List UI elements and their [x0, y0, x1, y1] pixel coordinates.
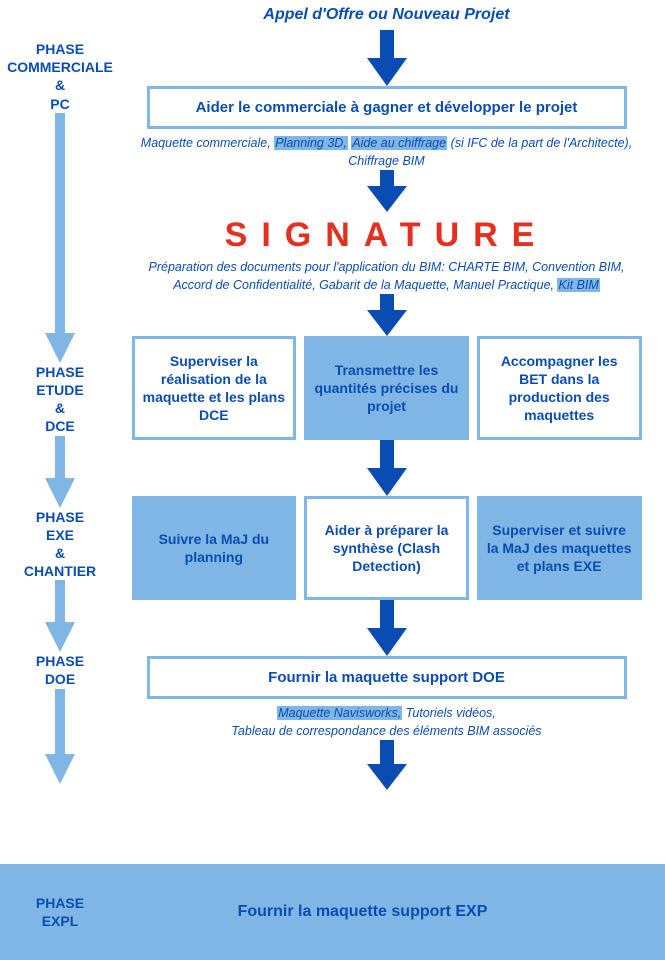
note-signature: Préparation des documents pour l'applica…	[137, 259, 637, 294]
top-title: Appel d'Offre ou Nouveau Projet	[263, 6, 509, 24]
note-highlight: Aide au chiffrage	[351, 136, 447, 150]
box-exe-suivre: Suivre la MaJ du planning	[132, 496, 297, 600]
box-commerciale: Aider le commerciale à gagner et dévelop…	[147, 86, 627, 129]
phase-text: &	[55, 77, 65, 93]
phase-expl: PHASE EXPL	[0, 894, 120, 930]
box-etude-transmettre: Transmettre les quantités précises du pr…	[304, 336, 469, 440]
flow-arrow-icon	[367, 440, 407, 496]
phase-text: PHASE	[36, 895, 84, 911]
phase-commerciale: PHASE COMMERCIALE & PC	[7, 40, 113, 113]
box-exe-superviser: Superviser et suivre la MaJ des maquette…	[477, 496, 642, 600]
flow-arrow-icon	[367, 294, 407, 336]
note-highlight: Maquette Navisworks,	[277, 706, 402, 720]
phase-text: EXE	[46, 527, 74, 543]
note-highlight: Planning 3D,	[274, 136, 348, 150]
note-text: Préparation des documents pour l'applica…	[149, 260, 625, 274]
note-text: (si IFC de la part de l'Architecte),	[451, 136, 633, 150]
phase-arrow-icon	[45, 436, 75, 508]
phase-doe: PHASE DOE	[36, 652, 84, 688]
phase-exe: PHASE EXE & CHANTIER	[24, 508, 96, 581]
box-expl: Fournir la maquette support EXP	[238, 903, 488, 921]
phase-etude: PHASE ETUDE & DCE	[36, 363, 84, 436]
phase-text: PHASE	[36, 364, 84, 380]
note-text: Accord de Confidentialité, Gabarit de la…	[173, 278, 554, 292]
phase-text: PHASE	[36, 41, 84, 57]
flow-arrow-icon	[367, 30, 407, 86]
flow-arrow-icon	[367, 740, 407, 790]
note-highlight: Kit BIM	[557, 278, 599, 292]
note-doe: Maquette Navisworks, Tutoriels vidéos, T…	[137, 705, 637, 740]
phase-arrow-icon	[45, 113, 75, 363]
phase-text: EXPL	[42, 913, 79, 929]
flow-arrow-icon	[367, 600, 407, 656]
note-commerciale: Maquette commerciale, Planning 3D, Aide …	[137, 135, 637, 170]
band-expl: PHASE EXPL Fournir la maquette support E…	[0, 864, 665, 960]
flow-column: Appel d'Offre ou Nouveau Projet Aider le…	[120, 0, 665, 960]
phase-arrow-icon	[45, 689, 75, 784]
phase-text: &	[55, 545, 65, 561]
note-text: Tutoriels vidéos,	[406, 706, 496, 720]
phase-text: DCE	[45, 418, 75, 434]
phase-arrow-icon	[45, 580, 75, 652]
box-etude-accompagner: Accompagner les BET dans la production d…	[477, 336, 642, 440]
note-text: Maquette commerciale,	[141, 136, 271, 150]
row-etude: Superviser la réalisation de la maquette…	[132, 336, 642, 440]
signature-title: SIGNATURE	[225, 216, 549, 255]
box-exe-synthese: Aider à préparer la synthèse (Clash Dete…	[304, 496, 469, 600]
phase-text: ETUDE	[36, 382, 83, 398]
box-etude-superviser: Superviser la réalisation de la maquette…	[132, 336, 297, 440]
box-doe: Fournir la maquette support DOE	[147, 656, 627, 699]
note-text: Tableau de correspondance des éléments B…	[231, 724, 541, 738]
phase-text: PHASE	[36, 653, 84, 669]
phase-text: &	[55, 400, 65, 416]
phase-text: CHANTIER	[24, 563, 96, 579]
note-text: Chiffrage BIM	[348, 154, 424, 168]
flow-arrow-icon	[367, 170, 407, 212]
phase-column: PHASE COMMERCIALE & PC PHASE ETUDE & DCE…	[0, 0, 120, 960]
phase-text: PC	[50, 96, 69, 112]
phase-text: COMMERCIALE	[7, 59, 113, 75]
row-exe: Suivre la MaJ du planning Aider à prépar…	[132, 496, 642, 600]
phase-text: DOE	[45, 671, 75, 687]
phase-text: PHASE	[36, 509, 84, 525]
